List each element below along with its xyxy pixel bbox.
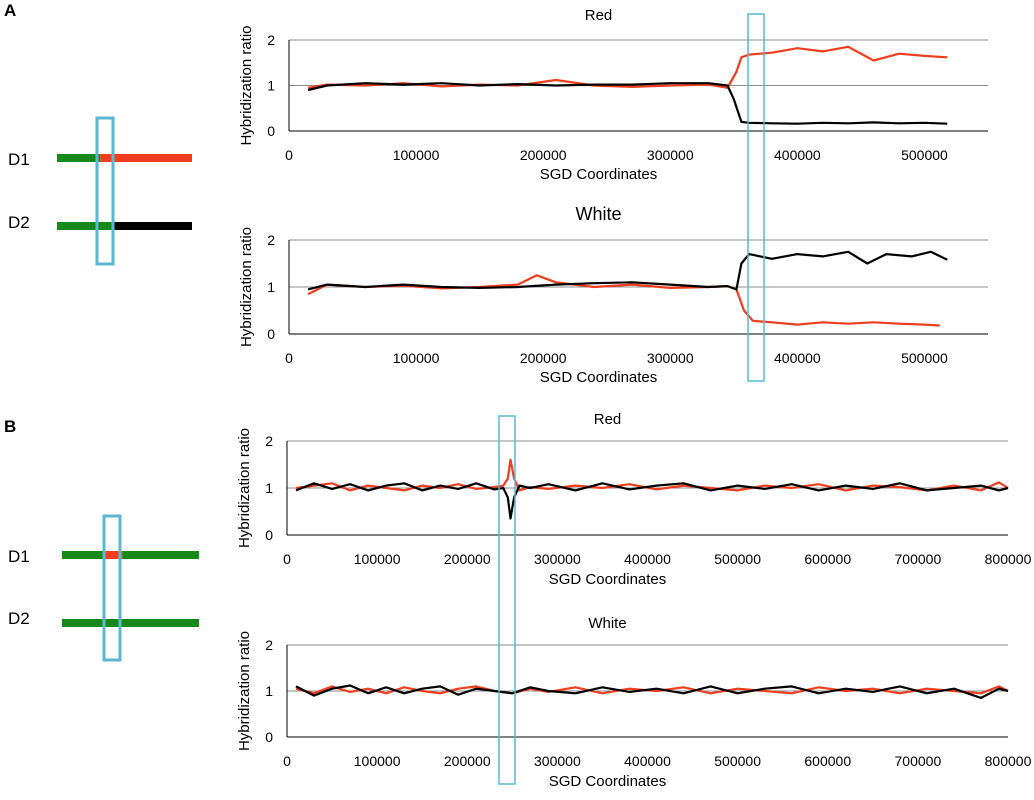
x-tick-label: 0 (283, 753, 291, 769)
chart-title: White (588, 615, 626, 632)
y-tick-label: 2 (267, 32, 275, 48)
x-tick-label: 300000 (647, 350, 694, 366)
diagram-b-d2-segment-green (62, 619, 199, 627)
y-axis-label: Hybridization ratio (236, 428, 253, 548)
y-tick-label: 1 (267, 78, 275, 94)
x-tick-label: 200000 (444, 753, 491, 769)
diagram-b: D1 D2 (8, 514, 199, 662)
chart-title: White (575, 204, 621, 224)
y-axis-label: Hybridization ratio (238, 25, 255, 145)
x-tick-label: 400000 (774, 147, 821, 163)
diagram-a-d1-chromosome (57, 154, 192, 162)
x-tick-label: 0 (285, 147, 293, 163)
x-axis-label: SGD Coordinates (549, 773, 667, 790)
x-tick-label: 200000 (444, 551, 491, 567)
x-axis-label: SGD Coordinates (540, 166, 658, 183)
x-tick-label: 100000 (393, 350, 440, 366)
chart-b-red: 0 1 2 0 100000 200000 300000 400000 500000 600000… (236, 411, 1032, 588)
x-tick-label: 500000 (714, 753, 761, 769)
y-tick-label: 0 (267, 326, 275, 342)
x-tick-label: 700000 (895, 551, 942, 567)
series-line-black (295, 684, 1009, 700)
diagram-b-d2-chromosome (62, 619, 199, 627)
diagram-a-d2-chromosome (57, 222, 192, 230)
x-tick-label: 200000 (520, 350, 567, 366)
diagram-a-d2-segment-black (113, 222, 192, 230)
x-tick-label: 300000 (647, 147, 694, 163)
diagram-b-d1-label: D1 (8, 547, 30, 566)
x-tick-label: 400000 (774, 350, 821, 366)
series-line-black (307, 250, 948, 291)
chart-b-breakpoint-box (498, 415, 516, 785)
y-tick-label: 1 (265, 480, 273, 496)
diagram-b-breakpoint-box (102, 514, 122, 662)
chart-title: Red (585, 7, 613, 24)
diagram-b-d1-chromosome (62, 551, 199, 559)
chart-a-white: 0 1 2 0 100000 200000 300000 400000 500000 White S… (238, 204, 988, 386)
y-tick-label: 0 (267, 123, 275, 139)
diagram-a-d1-segment-green (57, 154, 101, 162)
y-tick-label: 0 (265, 527, 273, 543)
diagram-a-d2-segment-green (57, 222, 114, 230)
x-tick-label: 500000 (901, 147, 948, 163)
x-tick-label: 400000 (624, 753, 671, 769)
x-tick-label: 700000 (895, 753, 942, 769)
panel-letter-b: B (4, 417, 16, 436)
chart-a-breakpoint-box (747, 13, 765, 382)
diagram-a: D1 D2 (8, 116, 192, 266)
x-tick-label: 400000 (624, 551, 671, 567)
series-line-red (307, 45, 948, 89)
chart-title: Red (594, 411, 622, 428)
x-tick-label: 100000 (354, 753, 401, 769)
series-line-red (295, 685, 1009, 695)
diagram-a-d1-segment-red (100, 154, 192, 162)
y-tick-label: 2 (265, 637, 273, 653)
chart-b-white: 0 1 2 0 100000 200000 300000 400000 500000 600000… (236, 615, 1032, 790)
y-tick-label: 1 (265, 683, 273, 699)
x-axis-label: SGD Coordinates (540, 369, 658, 386)
x-tick-label: 100000 (354, 551, 401, 567)
x-tick-label: 200000 (520, 147, 567, 163)
diagram-b-d1-segment-red (105, 551, 123, 559)
x-axis-label: SGD Coordinates (549, 571, 667, 588)
diagram-b-d2-label: D2 (8, 609, 30, 628)
x-tick-label: 100000 (393, 147, 440, 163)
y-tick-label: 0 (265, 729, 273, 745)
diagram-b-d1-segment-green (122, 551, 199, 559)
diagram-a-d2-label: D2 (8, 213, 30, 232)
x-tick-label: 500000 (714, 551, 761, 567)
x-tick-label: 500000 (901, 350, 948, 366)
x-tick-label: 0 (285, 350, 293, 366)
x-tick-label: 800000 (985, 753, 1032, 769)
x-tick-label: 600000 (804, 551, 851, 567)
x-tick-label: 300000 (534, 551, 581, 567)
series-line-red (295, 458, 1009, 492)
y-tick-label: 2 (267, 232, 275, 248)
x-tick-label: 0 (283, 551, 291, 567)
diagram-a-breakpoint-box (95, 116, 115, 266)
x-tick-label: 600000 (804, 753, 851, 769)
series-line-black (307, 82, 948, 125)
y-axis-label: Hybridization ratio (236, 631, 253, 751)
x-tick-label: 300000 (534, 753, 581, 769)
chart-a-red: 0 1 2 0 100000 200000 300000 400000 500000 Red SGD… (238, 7, 988, 183)
panel-letter-a: A (4, 1, 16, 20)
x-tick-label: 800000 (985, 551, 1032, 567)
y-tick-label: 2 (265, 433, 273, 449)
diagram-a-d1-label: D1 (8, 150, 30, 169)
diagram-b-d1-segment-green (62, 551, 106, 559)
y-axis-label: Hybridization ratio (238, 227, 255, 347)
series-line-black (295, 482, 1009, 520)
y-tick-label: 1 (267, 279, 275, 295)
